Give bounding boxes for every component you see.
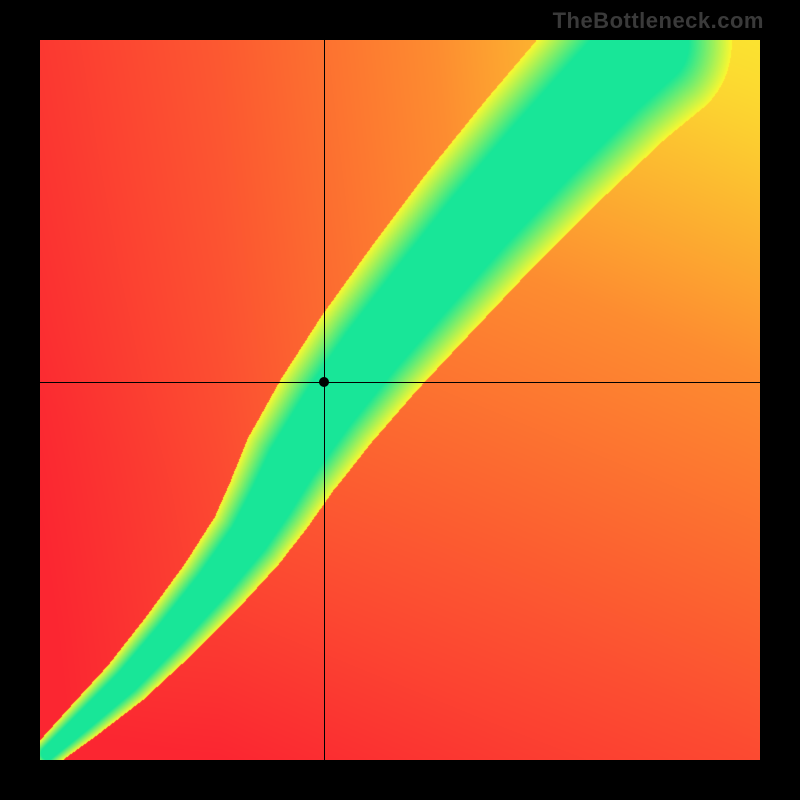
- heatmap-canvas: [40, 40, 760, 760]
- watermark-text: TheBottleneck.com: [553, 8, 764, 34]
- plot-area: [40, 40, 760, 760]
- chart-container: TheBottleneck.com: [0, 0, 800, 800]
- data-point-marker: [319, 377, 329, 387]
- crosshair-vertical: [324, 40, 325, 760]
- crosshair-horizontal: [40, 382, 760, 383]
